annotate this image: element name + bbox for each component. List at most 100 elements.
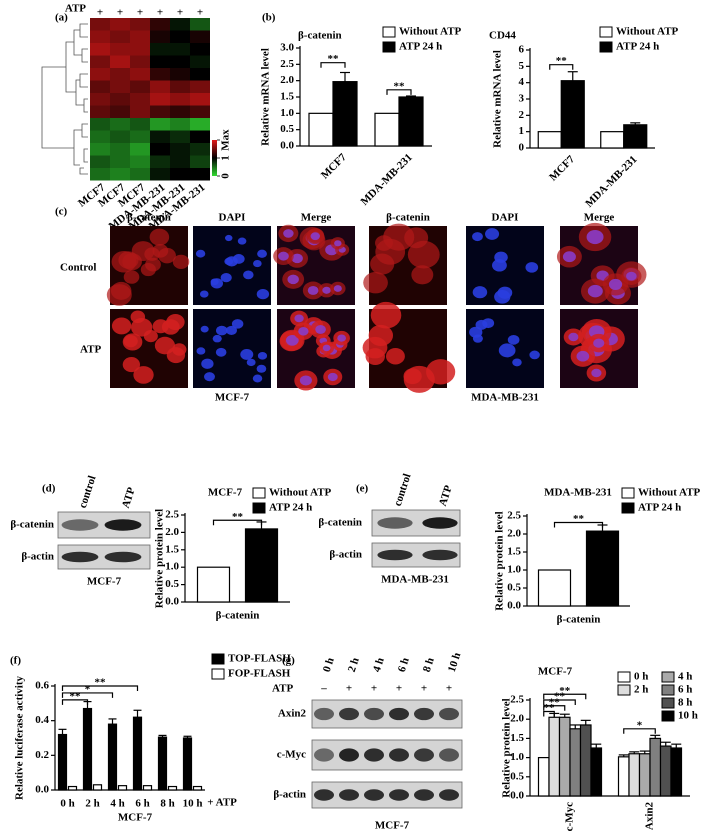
y-tick-label: 1.0 [165, 561, 179, 573]
cell-body [118, 251, 139, 269]
y-tick-label: 1.0 [507, 564, 521, 576]
significance-bracket [543, 699, 576, 705]
heatmap-cell [90, 105, 110, 118]
significance-bracket [212, 519, 263, 526]
blot-row-label: β-actin [273, 789, 306, 801]
blot-lane-label: 0 h [321, 656, 337, 673]
heatmap-cell [130, 43, 150, 56]
nucleus [240, 349, 254, 360]
y-tick-label: 2.0 [507, 528, 521, 540]
micrograph [560, 309, 638, 388]
y-tick-label: 2 [519, 109, 525, 121]
column-header: ATP [65, 3, 86, 15]
legend-swatch [211, 653, 225, 665]
micrograph-column-label: DAPI [492, 212, 519, 224]
heatmap-cell [110, 43, 130, 56]
significance-label: ** [573, 513, 585, 525]
cell-line-label: MDA-MB-231 [471, 392, 539, 404]
heatmap-cell [150, 43, 170, 56]
cell-body [370, 253, 395, 275]
bar [558, 716, 571, 797]
error-bar [650, 734, 661, 739]
x-tick-label: MDA-MB-231 [583, 153, 639, 209]
heatmap-cell [130, 55, 150, 68]
panel-label: (f) [10, 655, 21, 667]
legend-swatch [211, 668, 225, 680]
legend-swatch [599, 41, 613, 53]
panel-label: (c) [55, 206, 68, 218]
treatment-mark: – [320, 683, 327, 695]
heatmap-cell [190, 130, 210, 143]
bar [600, 131, 625, 149]
column-mark: + [157, 7, 163, 19]
legend-swatch [621, 502, 635, 514]
blot-band [377, 549, 413, 561]
x-axis-label: MCF-7 [118, 812, 153, 824]
heatmap-cell [130, 143, 150, 156]
y-tick-label: 2.5 [510, 694, 524, 706]
nucleus [278, 251, 289, 261]
blot-band [422, 549, 458, 561]
significance-label: ** [559, 685, 571, 697]
bar [585, 530, 620, 607]
cell-body [407, 240, 440, 269]
heatmap-cell [90, 143, 110, 156]
blot-lane-label: 8 h [421, 656, 437, 673]
heatmap-cell [170, 55, 190, 68]
heatmap-cell [130, 18, 150, 31]
chart-title: MCF-7 [538, 666, 573, 678]
heatmap-cell [170, 18, 190, 31]
heatmap-cell [110, 130, 130, 143]
x-tick-label: c-Myc [564, 802, 576, 831]
y-tick-label: 0.0 [165, 596, 179, 608]
y-tick-label: 2.0 [510, 713, 524, 725]
legend-label: TOP-FLASH [228, 653, 291, 665]
bar [649, 737, 662, 797]
x-tick-label: 10 h [183, 798, 203, 810]
nucleus [224, 257, 234, 266]
column-mark: + [197, 7, 203, 19]
bar [167, 785, 178, 791]
legend-swatch [661, 710, 675, 722]
blot-band [61, 551, 99, 563]
nucleus [195, 249, 206, 258]
significance-bracket [320, 62, 346, 68]
heatmap-cell [190, 80, 210, 93]
micrograph [193, 309, 271, 388]
heatmap-cell [110, 18, 130, 31]
legend-swatch [661, 697, 675, 709]
nucleus [291, 253, 303, 264]
heatmap-cell [190, 93, 210, 106]
blot-lane-label: 10 h [446, 651, 464, 674]
cell-body [111, 317, 132, 335]
error-bar [671, 743, 682, 748]
error-bar [591, 743, 602, 748]
heatmap-cell [150, 18, 170, 31]
bar [537, 569, 572, 607]
column-mark: + [117, 7, 123, 19]
y-axis-label: Relative protein level [154, 509, 166, 608]
y-tick-label: 0 [519, 142, 525, 154]
micrograph-column-label: Merge [584, 212, 615, 224]
y-tick-label: 2.5 [507, 510, 521, 522]
heatmap-cell [190, 55, 210, 68]
bar [117, 785, 128, 791]
x-tick-label: β-catenin [557, 614, 601, 626]
y-tick-label: 2.5 [165, 509, 179, 521]
y-tick-label: 1.0 [280, 107, 294, 119]
nucleus [215, 347, 227, 357]
nucleus [215, 325, 228, 336]
blot-strip [311, 781, 463, 809]
micrograph-row-label: Control [60, 262, 96, 274]
nucleus [562, 251, 576, 263]
bar [560, 80, 585, 149]
blot-band [439, 748, 459, 762]
heatmap-cell [90, 68, 110, 81]
legend-swatch [661, 671, 675, 683]
heatmap-cell [130, 168, 150, 181]
heatmap-cell [110, 93, 130, 106]
heatmap-cell [170, 43, 190, 56]
bar [244, 528, 279, 603]
heatmap-cell [130, 30, 150, 43]
heatmap-cell [130, 105, 150, 118]
